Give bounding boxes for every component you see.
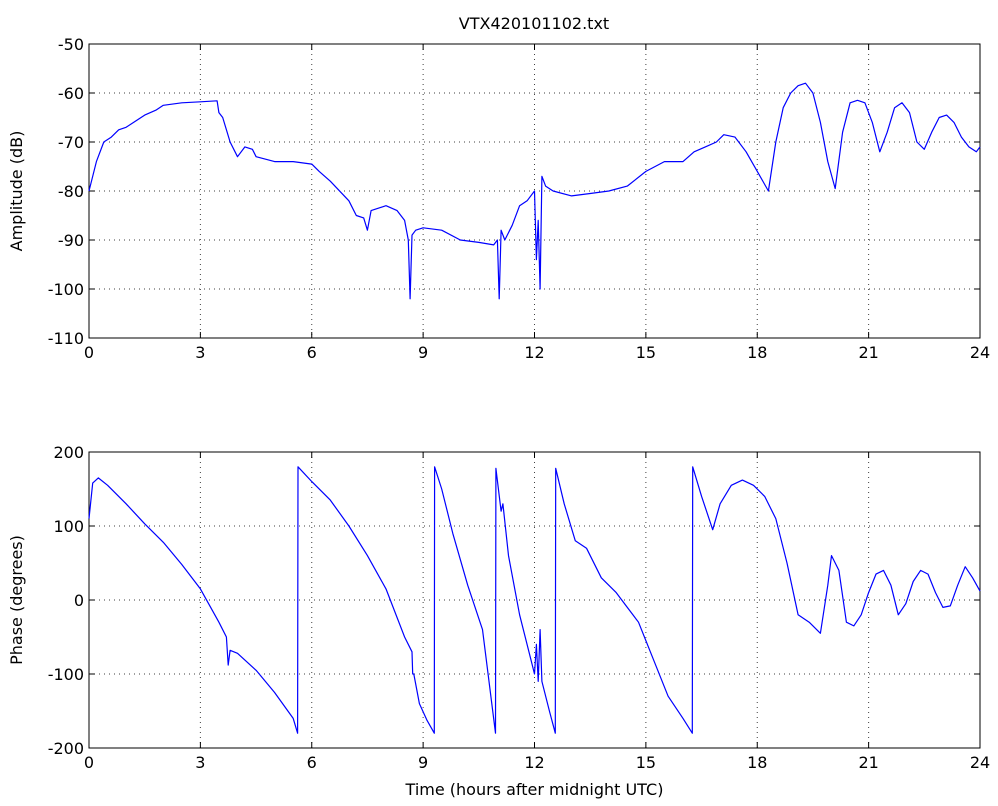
y-tick-label: -100: [48, 665, 84, 684]
y-tick-label: -110: [48, 329, 84, 348]
phase-chart: 0 3 6 9 12 15 18 21 24 -200 -100 0 100 200 Phase (degr…: [7, 443, 990, 799]
y-tick-label: -50: [58, 35, 84, 54]
figure-title: VTX420101102.txt: [459, 14, 609, 33]
x-tick-label: 9: [418, 343, 428, 362]
x-tick-label: 0: [84, 343, 94, 362]
series-line: [88, 82, 981, 300]
x-tick-label: 6: [307, 753, 317, 772]
y-tick-label: 200: [53, 443, 84, 462]
x-tick-label: 12: [524, 343, 544, 362]
y-tick-label: -80: [58, 182, 84, 201]
x-tick-label: 0: [84, 753, 94, 772]
x-tick-label: 18: [747, 343, 767, 362]
amplitude-chart: 0 3 6 9 12 15 18 21 24 -110 -100 -90 -80 -70 -60 -50 Amp…: [7, 35, 990, 362]
y-axis-label: Phase (degrees): [7, 535, 26, 665]
y-tick-label: 100: [53, 517, 84, 536]
x-tick-label: 21: [858, 753, 878, 772]
y-tick-label: -60: [58, 84, 84, 103]
y-tick-label: -90: [58, 231, 84, 250]
x-tick-label: 18: [747, 753, 767, 772]
x-tick-label: 21: [858, 343, 878, 362]
y-tick-label: -70: [58, 133, 84, 152]
x-axis-label: Time (hours after midnight UTC): [405, 780, 664, 799]
x-tick-label: 6: [307, 343, 317, 362]
x-tick-label: 3: [195, 753, 205, 772]
series-line: [88, 466, 981, 734]
x-tick-label: 12: [524, 753, 544, 772]
x-tick-label: 15: [636, 343, 656, 362]
y-tick-label: -100: [48, 280, 84, 299]
x-tick-label: 24: [970, 343, 990, 362]
y-tick-label: -200: [48, 739, 84, 758]
x-tick-label: 3: [195, 343, 205, 362]
x-tick-label: 24: [970, 753, 990, 772]
x-tick-label: 15: [636, 753, 656, 772]
x-tick-label: 9: [418, 753, 428, 772]
y-axis-label: Amplitude (dB): [7, 131, 26, 252]
y-tick-label: 0: [74, 591, 84, 610]
